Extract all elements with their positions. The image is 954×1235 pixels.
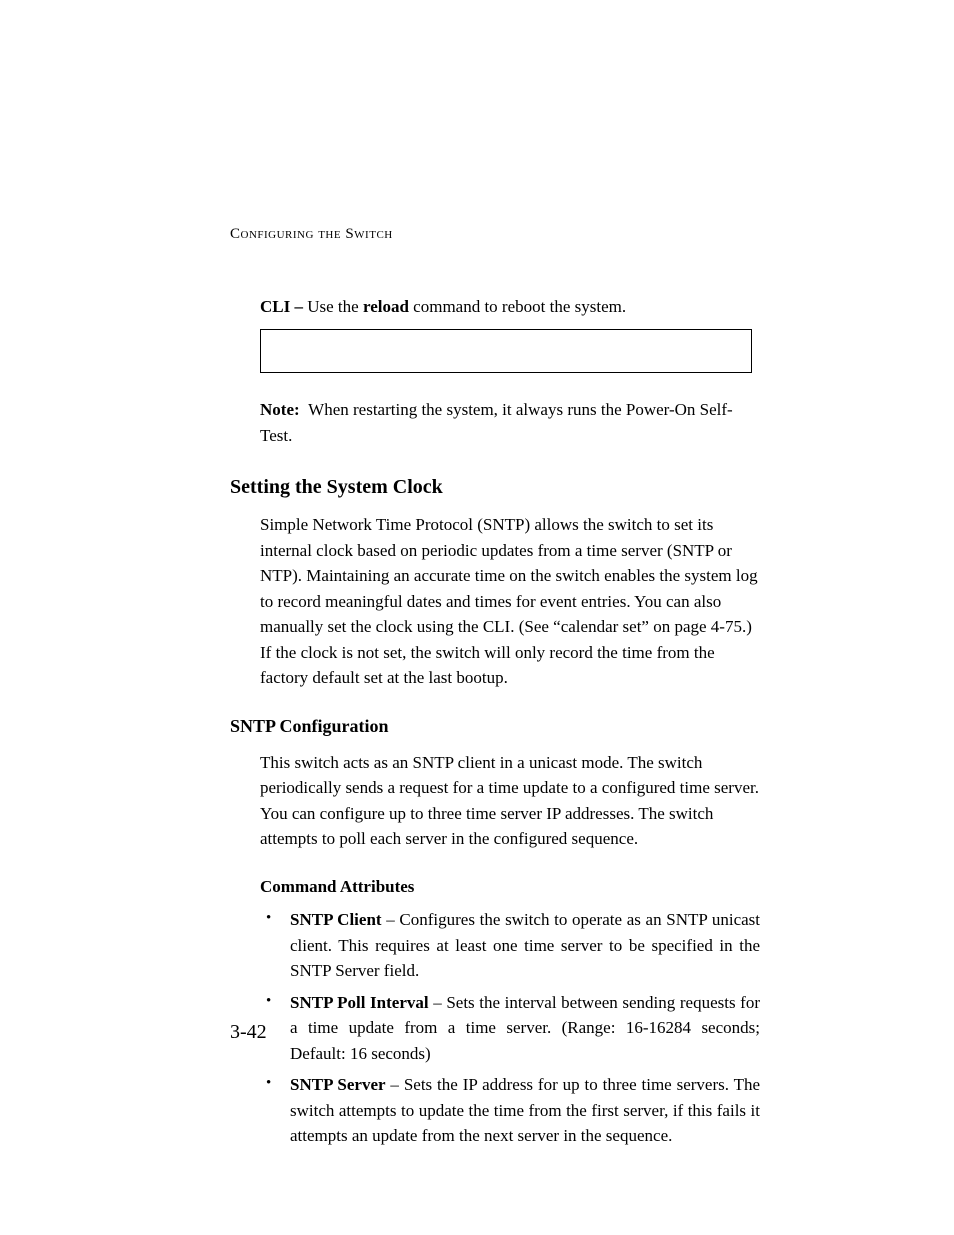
code-box [260, 329, 752, 373]
list-item: SNTP Poll Interval – Sets the interval b… [260, 990, 760, 1067]
subsection-title: SNTP Configuration [230, 713, 760, 740]
page-content: Configuring the Switch CLI – Use the rel… [230, 223, 760, 1155]
cli-command: reload [363, 297, 409, 316]
list-item: SNTP Client – Configures the switch to o… [260, 907, 760, 984]
cli-prefix: CLI – [260, 297, 307, 316]
note-label: Note: [260, 400, 300, 419]
note-line: Note: When restarting the system, it alw… [260, 397, 760, 448]
section-title: Setting the System Clock [230, 472, 760, 502]
note-text: When restarting the system, it always ru… [260, 400, 733, 445]
section-body: Simple Network Time Protocol (SNTP) allo… [260, 512, 760, 691]
attr-term: SNTP Server [290, 1075, 386, 1094]
cli-post: command to reboot the system. [409, 297, 626, 316]
attr-term: SNTP Poll Interval [290, 993, 429, 1012]
list-item: SNTP Server – Sets the IP address for up… [260, 1072, 760, 1149]
page-number: 3-42 [230, 1017, 267, 1047]
command-attributes-heading: Command Attributes [260, 874, 760, 900]
running-head: Configuring the Switch [230, 223, 760, 246]
cli-instruction: CLI – Use the reload command to reboot t… [260, 294, 760, 320]
attr-term: SNTP Client [290, 910, 382, 929]
subsection-body: This switch acts as an SNTP client in a … [260, 750, 760, 852]
command-attributes-list: SNTP Client – Configures the switch to o… [260, 907, 760, 1149]
cli-pre: Use the [307, 297, 363, 316]
running-head-text: Configuring the Switch [230, 226, 393, 242]
